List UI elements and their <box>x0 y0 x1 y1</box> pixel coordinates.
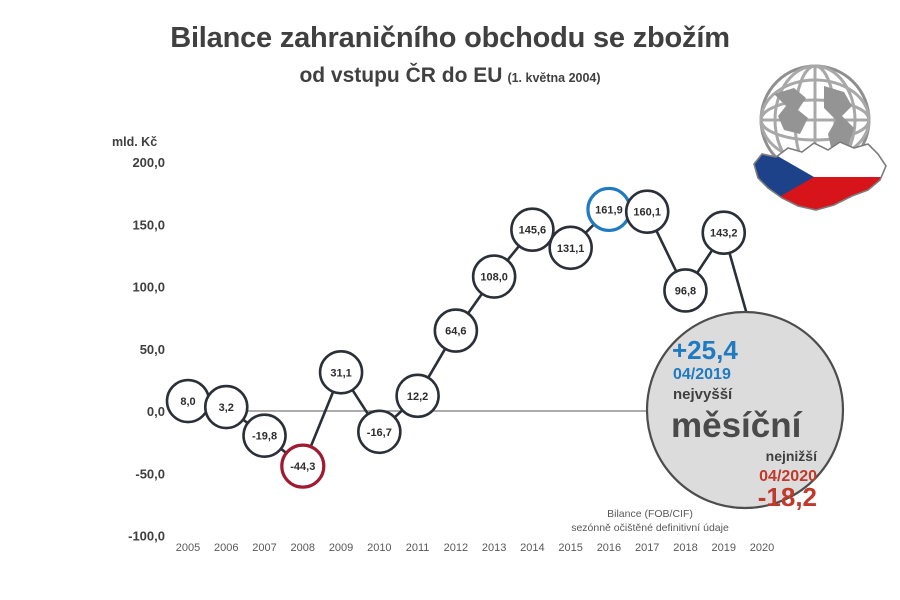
x-tick-label: 2017 <box>635 542 659 554</box>
data-point-circle[interactable] <box>242 413 287 458</box>
data-point-circle[interactable] <box>280 443 326 489</box>
x-tick-label: 2020 <box>750 542 774 554</box>
x-axis-group: 2005 2006 2007 2008 2009 2010 2011 2012 2013 2014… <box>176 542 774 554</box>
data-point-label: 64,6 <box>445 326 466 338</box>
x-tick-label: 2005 <box>176 542 200 554</box>
y-tick-label: 200,0 <box>132 155 165 170</box>
data-point-circle[interactable] <box>510 207 555 253</box>
x-tick-label: 2012 <box>444 542 468 554</box>
data-point-label: -19,8 <box>252 431 277 443</box>
y-tick-label: -50,0 <box>135 466 165 481</box>
data-point-circle[interactable] <box>624 189 670 234</box>
data-point-bubble[interactable]: 96,8 <box>663 268 708 313</box>
data-point-circle[interactable] <box>471 254 517 299</box>
data-point-label: -44,3 <box>290 461 315 473</box>
y-axis-unit-label: mld. Kč <box>112 135 157 149</box>
y-tick-label: -100,0 <box>128 529 165 544</box>
y-tick-label: 0,0 <box>147 404 165 419</box>
data-point-group: 8,0 3,2 -19,8 -44,3 31,1 -16,7 12,2 64,6 108,0 14… <box>165 186 747 489</box>
data-point-label: 108,0 <box>480 272 508 284</box>
x-tick-label: 2016 <box>597 542 621 554</box>
data-point-circle[interactable] <box>701 210 747 256</box>
data-point-bubble[interactable]: 143,2 <box>701 210 747 256</box>
callout-high-label: nejvyšší <box>673 386 733 403</box>
data-point-label: 31,1 <box>330 367 351 379</box>
data-point-circle[interactable] <box>357 409 402 455</box>
y-tick-label: 50,0 <box>140 342 165 357</box>
data-point-bubble[interactable]: 160,1 <box>624 189 670 234</box>
czech-globe-logo <box>736 58 894 218</box>
data-point-bubble[interactable]: 12,2 <box>395 373 440 419</box>
data-point-label: 96,8 <box>675 285 696 297</box>
data-point-label: 143,2 <box>710 228 738 240</box>
data-point-bubble[interactable]: 131,1 <box>548 225 593 271</box>
data-point-bubble[interactable]: -19,8 <box>242 413 287 458</box>
series-segment <box>426 346 448 380</box>
callout-low-value: -18,2 <box>758 482 817 512</box>
data-point-label: 145,6 <box>519 225 547 237</box>
data-point-circle[interactable] <box>663 268 708 313</box>
logo-svg <box>753 64 887 211</box>
page-subtitle: od vstupu ČR do EU <box>299 64 503 88</box>
x-tick-label: 2009 <box>329 542 353 554</box>
data-point-bubble[interactable]: 8,0 <box>165 378 211 424</box>
x-tick-label: 2007 <box>252 542 276 554</box>
x-tick-label: 2018 <box>673 542 697 554</box>
x-tick-label: 2013 <box>482 542 506 554</box>
series-segment <box>505 243 522 263</box>
data-point-label: 3,2 <box>219 402 234 414</box>
data-point-bubble[interactable]: 3,2 <box>203 384 249 430</box>
x-tick-label: 2006 <box>214 542 238 554</box>
y-tick-label: 150,0 <box>132 217 165 232</box>
series-segment <box>654 228 679 274</box>
callout-center-label: měsíční <box>671 406 803 445</box>
x-tick-label: 2014 <box>520 542 544 554</box>
x-tick-label: 2011 <box>406 542 430 554</box>
data-point-label: 161,9 <box>595 204 623 216</box>
series-segment <box>309 389 335 449</box>
data-point-label: 12,2 <box>407 391 428 403</box>
data-point-circle[interactable] <box>318 349 364 395</box>
data-point-label: 8,0 <box>180 396 195 408</box>
data-point-label: -16,7 <box>367 427 392 439</box>
x-tick-label: 2019 <box>711 542 735 554</box>
callout-circle <box>645 310 845 510</box>
callout-bubble: +25,4 04/2019 nejvyšší měsíční nejnižší … <box>645 310 845 512</box>
data-point-label: 160,1 <box>633 207 661 219</box>
title-block: Bilance zahraničního obchodu se zbožím o… <box>0 22 900 88</box>
data-point-bubble[interactable]: 64,6 <box>433 308 479 353</box>
x-tick-label: 2010 <box>367 542 391 554</box>
y-tick-label: 100,0 <box>132 280 165 295</box>
footnote-line2: sezónně očištěné definitivní údaje <box>571 522 729 534</box>
data-point-circle[interactable] <box>548 225 593 271</box>
page-subtitle-note: (1. května 2004) <box>507 71 601 86</box>
series-segment <box>466 291 484 316</box>
data-point-bubble[interactable]: 145,6 <box>510 207 555 253</box>
x-tick-label: 2008 <box>291 542 315 554</box>
series-segment <box>695 248 714 276</box>
data-point-circle[interactable] <box>203 384 249 430</box>
page-title: Bilance zahraničního obchodu se zbožím <box>170 22 730 54</box>
data-point-label: 131,1 <box>557 243 585 255</box>
data-point-bubble[interactable]: -16,7 <box>357 409 402 455</box>
data-point-circle[interactable] <box>395 373 440 419</box>
callout-low-date: 04/2020 <box>759 468 817 485</box>
series-segment <box>350 387 370 417</box>
y-axis-group: 200,0 150,0 100,0 50,0 0,0 -50,0 -100,0 <box>128 155 165 544</box>
callout-low-label: nejnižší <box>766 448 818 464</box>
x-tick-label: 2015 <box>558 542 582 554</box>
footnote-line1: Bilance (FOB/CIF) <box>607 508 693 520</box>
subtitle-row: od vstupu ČR do EU (1. května 2004) <box>0 64 900 88</box>
data-point-bubble[interactable]: 108,0 <box>471 254 517 299</box>
data-point-bubble[interactable]: -44,3 <box>280 443 326 489</box>
callout-high-date: 04/2019 <box>673 366 731 383</box>
data-point-bubble[interactable]: 31,1 <box>318 349 364 395</box>
data-point-circle[interactable] <box>433 308 479 353</box>
data-point-bubble[interactable]: 161,9 <box>586 186 632 233</box>
callout-high-value: +25,4 <box>672 335 738 365</box>
